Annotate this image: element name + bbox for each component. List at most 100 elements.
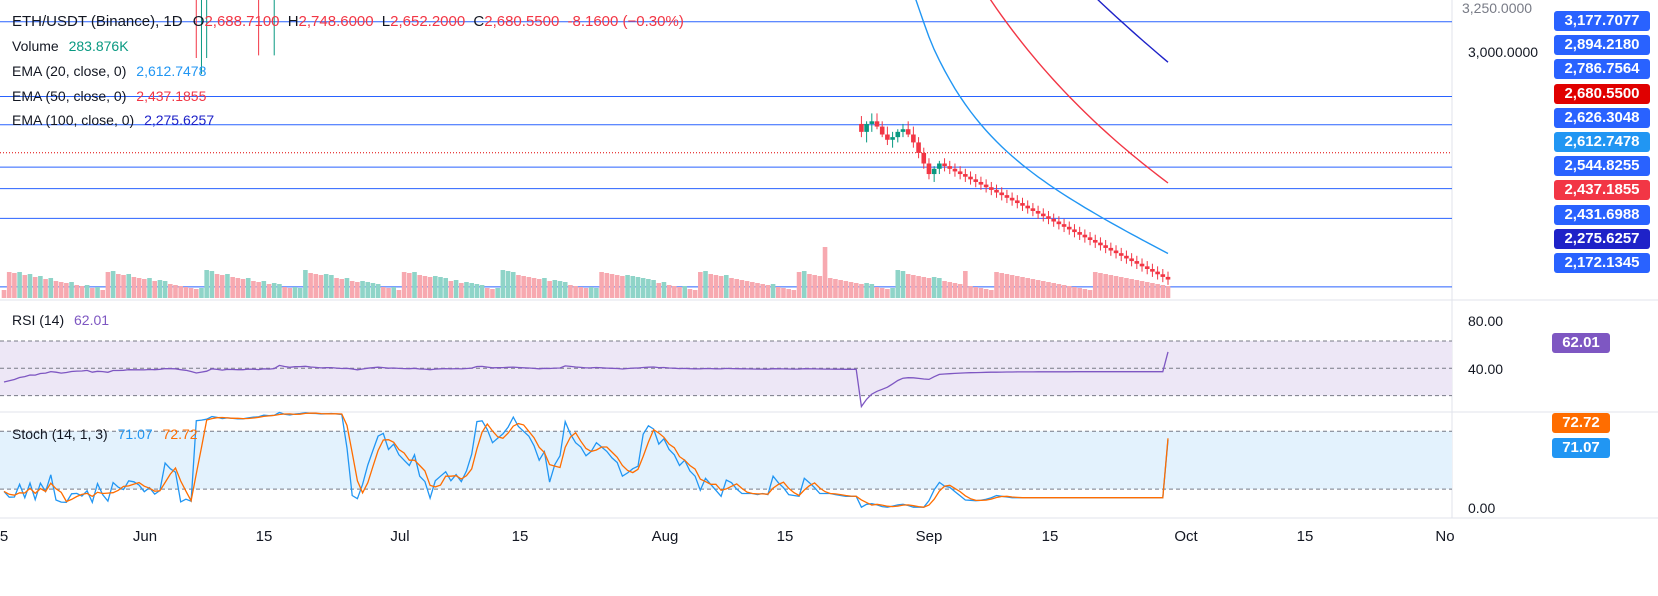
volume-bar <box>303 270 308 298</box>
volume-bar <box>989 290 994 298</box>
volume-bar <box>360 281 365 298</box>
volume-bar <box>1 290 7 298</box>
candle-body <box>1160 274 1166 277</box>
volume-bar <box>458 283 464 298</box>
volume-bar <box>79 286 85 298</box>
volume-bar <box>822 247 828 298</box>
volume-bar <box>271 283 277 298</box>
volume-bar <box>495 288 500 298</box>
volume-bar <box>1072 287 1077 298</box>
volume-bar <box>682 286 688 298</box>
candle-body <box>1113 250 1119 254</box>
volume-bar <box>136 278 142 298</box>
candle-body <box>1129 258 1134 262</box>
volume-bar <box>339 279 345 298</box>
rsi-line <box>3 351 1169 409</box>
volume-bar <box>152 281 157 298</box>
volume-bar <box>313 274 319 298</box>
volume-bar <box>178 286 183 298</box>
price-tick-3000: 3,000.0000 <box>1468 44 1539 60</box>
volume-bar <box>713 275 719 298</box>
volume-bar <box>1035 280 1041 298</box>
volume-bar <box>833 279 838 298</box>
volume-bar <box>365 282 371 298</box>
candle-body <box>931 168 937 175</box>
volume-bar <box>770 284 776 298</box>
volume-bar <box>183 287 189 298</box>
time-axis-label: 5 <box>0 528 8 545</box>
candle-body <box>1082 234 1088 238</box>
volume-bar <box>895 270 901 298</box>
volume-bar <box>1129 279 1134 298</box>
price-pane-bg <box>0 0 1452 300</box>
volume-bar <box>438 277 443 298</box>
volume-bar <box>775 287 781 298</box>
rsi-tick-80: 80.00 <box>1468 313 1504 329</box>
candle-body <box>1009 197 1015 201</box>
rsi-legend: RSI (14) 62.01 <box>12 312 109 328</box>
volume-bar <box>1082 289 1088 298</box>
time-axis-label: Jul <box>390 528 409 545</box>
candle-body <box>1004 195 1010 198</box>
change-value: -8.1600 (−0.30%) <box>567 13 684 30</box>
volume-bar <box>199 288 204 298</box>
volume-bar <box>739 280 745 298</box>
volume-bar <box>396 290 402 298</box>
volume-bar <box>916 276 921 298</box>
candle-body <box>926 163 932 175</box>
volume-bar <box>817 276 823 298</box>
volume-bar <box>630 276 636 298</box>
volume-bar <box>225 274 230 298</box>
volume-bar <box>635 277 641 298</box>
volume-bar <box>142 279 147 298</box>
candle-body <box>1108 247 1114 251</box>
rsi-axis-tag: 62.01 <box>1552 333 1610 353</box>
volume-bar <box>193 289 199 298</box>
price-axis-tag: 2,680.5500 <box>1554 83 1650 104</box>
candle-body <box>983 184 989 188</box>
volume-bar <box>749 282 755 298</box>
volume-bar <box>890 288 895 298</box>
volume-bar <box>765 285 771 298</box>
volume-bar <box>968 286 973 298</box>
volume-bar <box>407 273 412 298</box>
volume-bar <box>869 284 875 298</box>
volume-bar <box>1004 274 1010 298</box>
volume-bar <box>552 280 558 298</box>
volume-bar <box>64 283 69 298</box>
volume-bar <box>121 275 126 298</box>
volume-bar <box>235 278 241 298</box>
volume-bar <box>651 280 656 298</box>
volume-bar <box>848 282 854 298</box>
volume-bar <box>1103 274 1108 298</box>
volume-bar <box>900 271 906 298</box>
candle-body <box>1124 255 1129 259</box>
price-axis-tag: 2,786.7564 <box>1554 59 1650 80</box>
time-axis-label: 15 <box>256 528 273 545</box>
price-axis-tag: 2,172.1345 <box>1554 253 1650 273</box>
volume-bar <box>536 279 542 298</box>
volume-bar <box>277 284 282 298</box>
stoch-d-axis-tag: 72.72 <box>1552 413 1610 433</box>
volume-bar <box>1066 286 1072 298</box>
volume-bar <box>1150 283 1155 298</box>
volume-bar <box>1030 279 1036 298</box>
volume-bar <box>1108 275 1114 298</box>
volume-bar <box>692 290 698 298</box>
volume-bar <box>58 282 64 298</box>
volume-bar <box>952 283 958 298</box>
open-value: 2,688.7100 <box>204 13 280 30</box>
volume-bar <box>827 278 833 298</box>
volume-bar <box>760 284 765 298</box>
candle-body <box>1103 245 1108 248</box>
candle-body <box>1020 203 1025 206</box>
volume-bar <box>609 274 615 298</box>
volume-bar <box>147 278 152 298</box>
volume-bar <box>1020 277 1025 298</box>
volume-bar <box>1040 281 1046 298</box>
high-value: 2,748.6000 <box>298 13 374 30</box>
volume-bar <box>1124 278 1129 298</box>
volume-bar <box>661 282 667 298</box>
candle-body <box>1051 218 1056 222</box>
